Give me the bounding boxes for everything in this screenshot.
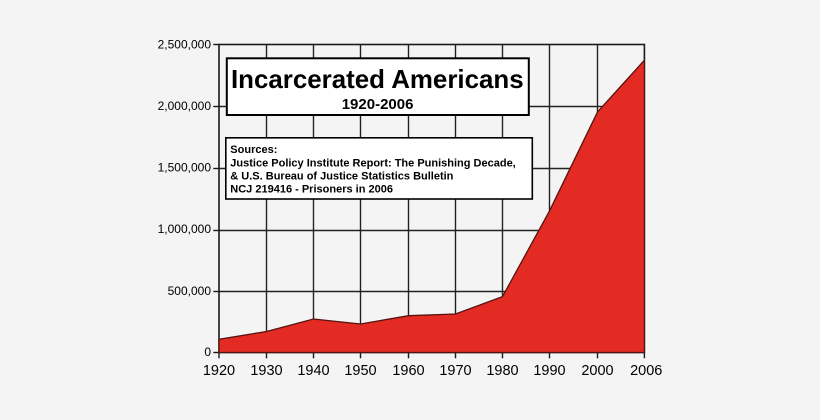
svg-text:1920: 1920 bbox=[203, 363, 235, 379]
svg-text:1930: 1930 bbox=[250, 363, 282, 379]
svg-text:2,000,000: 2,000,000 bbox=[158, 99, 212, 113]
svg-text:1,000,000: 1,000,000 bbox=[158, 222, 212, 236]
svg-text:& U.S. Bureau of Justice Stati: & U.S. Bureau of Justice Statistics Bull… bbox=[230, 171, 453, 183]
svg-text:2006: 2006 bbox=[630, 363, 662, 379]
svg-text:2,500,000: 2,500,000 bbox=[158, 37, 212, 51]
svg-text:NCJ 219416 - Prisoners in 2006: NCJ 219416 - Prisoners in 2006 bbox=[230, 183, 393, 195]
svg-text:1940: 1940 bbox=[297, 363, 329, 379]
svg-text:1920-2006: 1920-2006 bbox=[342, 96, 414, 113]
svg-text:1,500,000: 1,500,000 bbox=[158, 161, 212, 175]
svg-text:Justice Policy Institute Repor: Justice Policy Institute Report: The Pun… bbox=[230, 157, 515, 169]
svg-text:1970: 1970 bbox=[439, 363, 471, 379]
svg-text:1960: 1960 bbox=[392, 363, 424, 379]
svg-text:2000: 2000 bbox=[581, 363, 613, 379]
svg-text:Incarcerated Americans: Incarcerated Americans bbox=[231, 66, 524, 94]
svg-text:1950: 1950 bbox=[344, 363, 376, 379]
svg-text:Sources:: Sources: bbox=[230, 144, 277, 156]
svg-text:0: 0 bbox=[204, 345, 211, 359]
svg-text:1980: 1980 bbox=[486, 363, 518, 379]
svg-text:1990: 1990 bbox=[533, 363, 565, 379]
svg-text:500,000: 500,000 bbox=[168, 284, 212, 298]
